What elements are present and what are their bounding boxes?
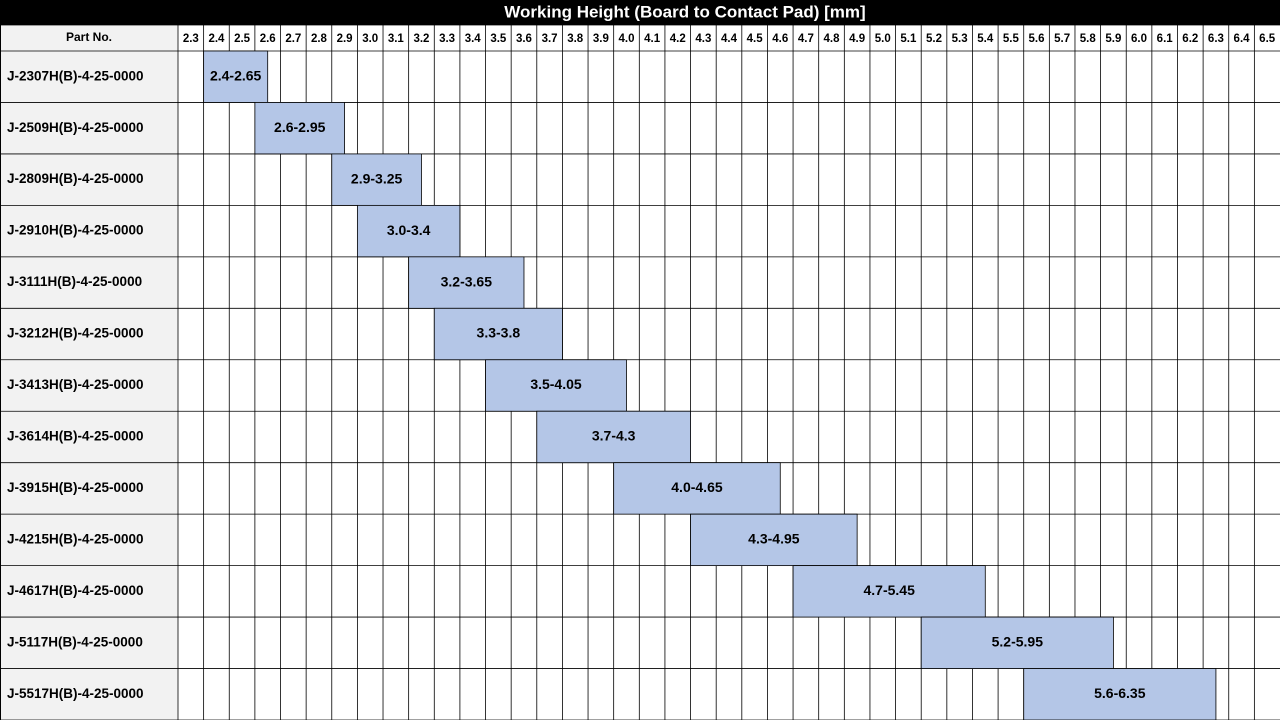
x-tick-label: 6.5	[1259, 33, 1276, 45]
part-number: J-3413H(B)-4-25-0000	[7, 377, 144, 392]
x-tick-label: 3.5	[490, 33, 507, 45]
x-tick-label: 3.1	[388, 33, 405, 45]
x-tick-label: 3.6	[516, 33, 532, 45]
part-number: J-2809H(B)-4-25-0000	[7, 171, 144, 186]
range-label: 3.2-3.65	[441, 273, 493, 289]
x-tick-label: 2.3	[183, 33, 199, 45]
x-tick-label: 6.0	[1131, 33, 1147, 45]
x-tick-label: 3.7	[542, 33, 558, 45]
part-number: J-4215H(B)-4-25-0000	[7, 531, 144, 546]
range-label: 3.5-4.05	[530, 376, 582, 392]
x-tick-label: 5.6	[1029, 33, 1045, 45]
range-bar	[792, 565, 986, 618]
range-bar	[433, 307, 563, 361]
range-label: 3.3-3.8	[477, 325, 521, 341]
range-bar	[485, 359, 627, 412]
x-tick-label: 3.2	[413, 33, 429, 45]
x-tick-label: 2.9	[337, 33, 353, 45]
part-number: J-4617H(B)-4-25-0000	[7, 583, 144, 598]
part-number: J-3614H(B)-4-25-0000	[7, 429, 144, 444]
x-tick-label: 3.0	[362, 33, 378, 45]
range-label: 4.7-5.45	[863, 582, 915, 598]
x-tick-label: 5.8	[1080, 33, 1097, 45]
range-label: 3.7-4.3	[592, 428, 636, 444]
x-tick-label: 6.4	[1234, 33, 1251, 45]
range-bar	[408, 256, 525, 309]
x-tick-label: 2.4	[208, 33, 225, 45]
x-tick-label: 2.5	[234, 33, 251, 45]
range-label: 2.9-3.25	[351, 170, 403, 186]
part-number: J-3915H(B)-4-25-0000	[7, 480, 144, 495]
range-bar	[920, 616, 1114, 669]
x-tick-label: 4.0	[618, 33, 634, 45]
range-bar	[254, 102, 345, 155]
x-tick-label: 3.8	[567, 33, 584, 45]
chart-title: Working Height (Board to Contact Pad) [m…	[504, 2, 865, 21]
range-label: 5.6-6.35	[1094, 685, 1146, 701]
range-label: 3.0-3.4	[387, 222, 431, 238]
x-tick-label: 4.4	[721, 33, 738, 45]
x-tick-label: 4.9	[849, 33, 865, 45]
x-tick-label: 3.4	[465, 33, 482, 45]
range-bar	[203, 50, 269, 103]
x-tick-label: 4.7	[798, 33, 814, 45]
title-bar	[0, 0, 1280, 25]
x-tick-label: 3.3	[439, 33, 455, 45]
part-number: J-2509H(B)-4-25-0000	[7, 120, 144, 135]
x-tick-label: 4.8	[824, 33, 841, 45]
x-tick-label: 4.5	[747, 33, 764, 45]
range-bar	[690, 513, 858, 567]
range-bar	[356, 204, 461, 258]
x-tick-label: 6.1	[1157, 33, 1174, 45]
part-number: J-3212H(B)-4-25-0000	[7, 326, 144, 341]
range-label: 4.3-4.95	[748, 531, 800, 547]
x-tick-label: 5.3	[952, 33, 968, 45]
range-bar	[1023, 668, 1217, 720]
x-tick-label: 5.1	[900, 33, 917, 45]
x-tick-label: 6.3	[1208, 33, 1224, 45]
x-tick-label: 4.1	[644, 33, 661, 45]
x-tick-label: 4.6	[772, 33, 788, 45]
x-tick-label: 5.9	[1105, 33, 1121, 45]
range-label: 4.0-4.65	[671, 479, 723, 495]
part-column-bg	[0, 25, 178, 720]
x-tick-label: 2.7	[285, 33, 301, 45]
x-tick-label: 5.5	[1003, 33, 1020, 45]
part-number: J-5117H(B)-4-25-0000	[7, 634, 143, 649]
part-number: J-5517H(B)-4-25-0000	[7, 686, 144, 701]
x-tick-label: 4.2	[670, 33, 686, 45]
part-number: J-3111H(B)-4-25-0000	[7, 274, 142, 289]
x-tick-label: 3.9	[593, 33, 609, 45]
x-tick-label: 5.7	[1054, 33, 1070, 45]
range-label: 2.4-2.65	[210, 67, 262, 83]
part-number: J-2910H(B)-4-25-0000	[7, 223, 144, 238]
x-tick-label: 6.2	[1182, 33, 1198, 45]
x-tick-label: 5.4	[977, 33, 994, 45]
x-tick-label: 5.0	[875, 33, 891, 45]
range-label: 2.6-2.95	[274, 119, 326, 135]
x-tick-label: 2.8	[311, 33, 328, 45]
range-bar	[536, 410, 691, 464]
range-label: 5.2-5.95	[992, 634, 1044, 650]
x-tick-label: 4.3	[695, 33, 711, 45]
column-header: Part No.	[66, 30, 112, 44]
x-tick-label: 2.6	[260, 33, 276, 45]
x-tick-label: 5.2	[926, 33, 942, 45]
part-number: J-2307H(B)-4-25-0000	[7, 68, 144, 83]
